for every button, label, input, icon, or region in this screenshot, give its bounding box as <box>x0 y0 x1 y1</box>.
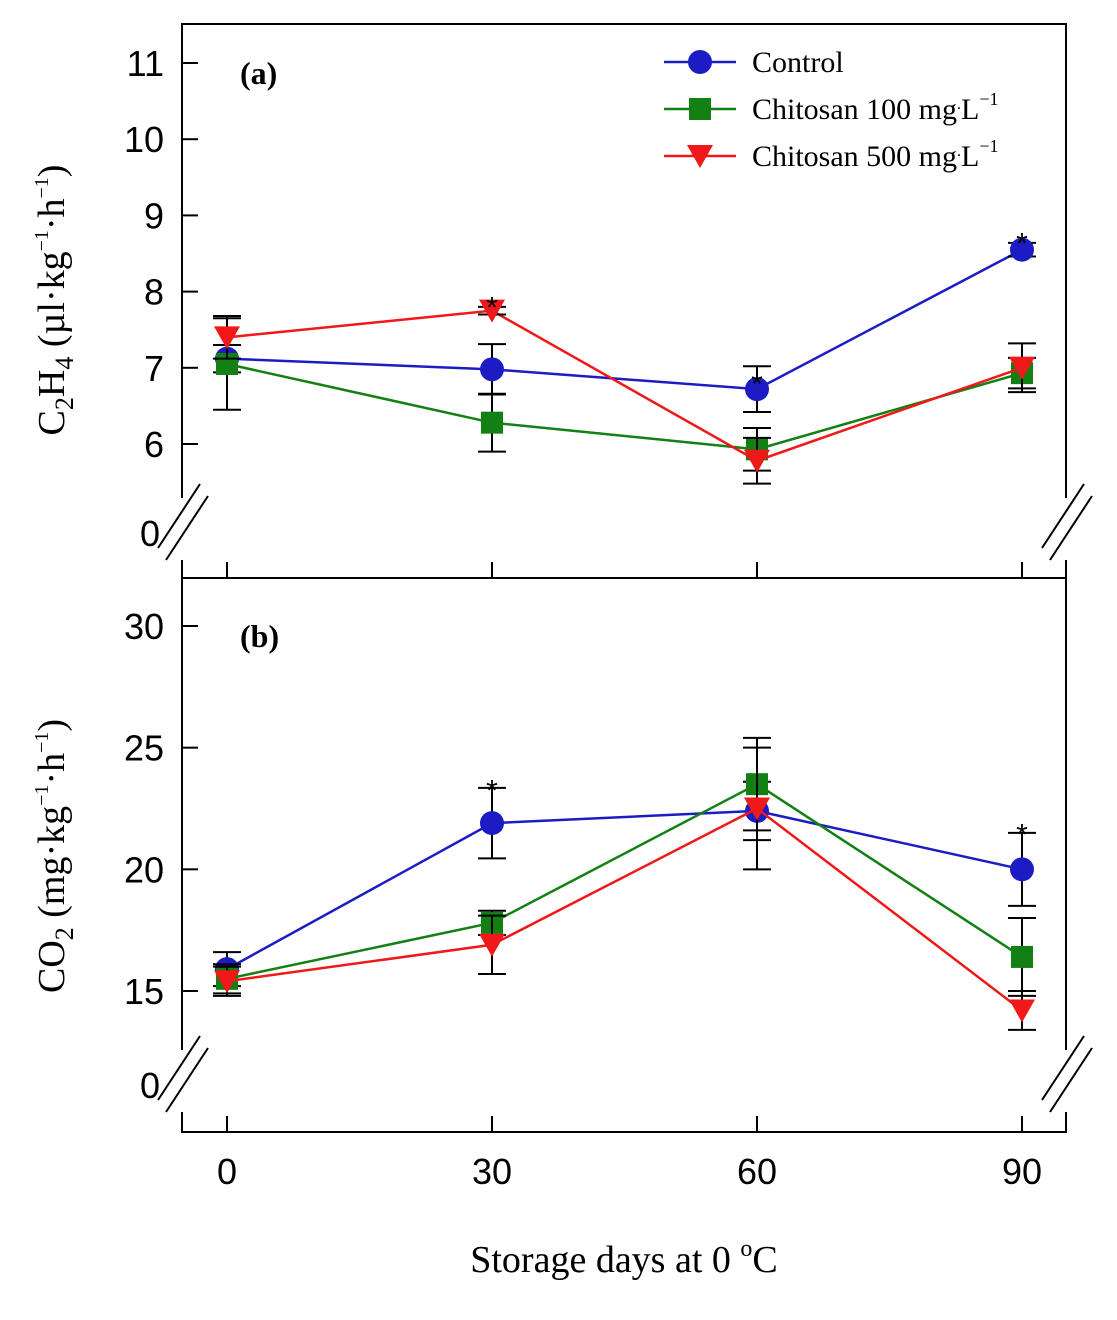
data-point-triangle <box>744 797 770 821</box>
legend-square-marker <box>689 98 711 120</box>
legend-triangle-marker <box>687 145 713 168</box>
legend-label-chitosan-100: Chitosan 100 mg.L−1 <box>752 89 999 126</box>
y-tick-label: 6 <box>144 424 164 465</box>
y-tick-label: 25 <box>124 728 164 769</box>
data-point-triangle <box>479 299 505 323</box>
legend-label-control: Control <box>752 46 844 79</box>
data-point-triangle <box>1009 356 1035 380</box>
y-tick-label: 9 <box>144 195 164 236</box>
data-point-triangle <box>1009 999 1035 1023</box>
x-axis-title: Storage days at 0 oC <box>470 1236 778 1281</box>
panel-b-y-axis-title: CO2 (mg·kg−1·h−1) <box>31 719 79 993</box>
panel-b-axis-break-right <box>1041 1035 1093 1113</box>
series-line-square <box>226 782 1023 981</box>
y-tick-label: 10 <box>124 119 164 160</box>
panel-a-axis-break-label: 0 <box>140 513 160 554</box>
x-tick-label: 60 <box>737 1151 777 1192</box>
data-point-square <box>1011 945 1033 968</box>
panel-b-label: (b) <box>240 618 279 654</box>
legend-entry-chitosan-500: Chitosan 500 mg.L−1 <box>664 136 999 173</box>
y-tick-label: 8 <box>144 272 164 313</box>
data-point-circle <box>745 377 769 402</box>
series-line-triangle <box>226 309 1023 463</box>
data-point-triangle <box>744 449 770 473</box>
y-tick-label: 15 <box>124 971 164 1012</box>
significance-star: * <box>486 775 498 808</box>
data-point-square <box>481 411 503 434</box>
series-line-circle <box>226 248 1023 391</box>
chart-marks: 0 30 60 90 6 7 8 9 10 11 * * * 15 20 25 30 * * <box>124 43 1042 1192</box>
y-tick-label: 11 <box>127 43 164 84</box>
y-tick-label: 30 <box>124 606 164 647</box>
y-tick-label: 20 <box>124 849 164 890</box>
data-point-circle <box>480 811 504 836</box>
significance-star: * <box>1016 818 1028 851</box>
panel-b-axis-break-left <box>157 1035 209 1113</box>
panel-b-axis-break-label: 0 <box>140 1065 160 1106</box>
legend: Control Chitosan 100 mg.L−1 Chitosan 500… <box>664 46 999 173</box>
series-line-triangle <box>226 807 1023 1012</box>
panel-a-y-axis-title: C2H4 (µl·kg−1·h−1) <box>31 165 79 436</box>
x-tick-label: 90 <box>1002 1151 1042 1192</box>
x-tick-label: 0 <box>217 1151 237 1192</box>
significance-star: * <box>1016 228 1028 261</box>
panel-a: (a) C2H4 (µl·kg−1·h−1) 0 <box>31 55 1093 561</box>
legend-entry-control: Control <box>664 46 844 79</box>
legend-entry-chitosan-100: Chitosan 100 mg.L−1 <box>664 89 999 126</box>
series-line-circle <box>226 809 1023 971</box>
panel-a-axis-break-left <box>157 483 209 561</box>
y-tick-label: 7 <box>144 348 164 389</box>
data-point-triangle <box>214 326 240 350</box>
panel-b: (b) CO2 (mg·kg−1·h−1) 0 <box>31 618 1093 1113</box>
data-point-circle <box>480 357 504 382</box>
legend-circle-marker <box>688 50 712 74</box>
panel-a-label: (a) <box>240 55 277 91</box>
significance-star: * <box>486 292 498 325</box>
legend-label-chitosan-500: Chitosan 500 mg.L−1 <box>752 136 999 173</box>
series-line-square <box>226 362 1023 451</box>
data-point-circle <box>1010 237 1034 262</box>
significance-star: * <box>751 368 763 401</box>
panel-a-axis-break-right <box>1041 483 1093 561</box>
x-tick-label: 30 <box>472 1151 512 1192</box>
data-point-triangle <box>479 933 505 957</box>
data-point-circle <box>1010 857 1034 882</box>
data-point-triangle <box>214 970 240 994</box>
